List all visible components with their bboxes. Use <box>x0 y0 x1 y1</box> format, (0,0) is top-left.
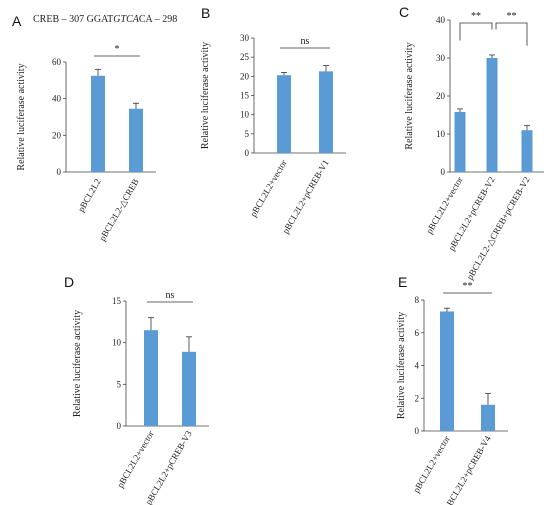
bar <box>182 351 196 426</box>
bar <box>481 404 495 431</box>
bar <box>454 111 466 172</box>
y-tick-label: 60 <box>52 57 62 67</box>
significance-label: ** <box>471 11 481 22</box>
y-tick-label: 8 <box>415 295 420 305</box>
bar <box>277 75 291 153</box>
bar <box>521 130 533 172</box>
y-tick-label: 30 <box>240 33 250 43</box>
category-label: pBCL2L2+vector <box>411 434 452 494</box>
bar <box>129 108 143 172</box>
y-tick-label: 10 <box>240 110 250 120</box>
bar <box>144 330 158 426</box>
panel-e: E 0 2 4 6 8 Relative luciferase activity pBCL2L… <box>396 274 508 505</box>
y-tick-label: 5 <box>245 129 250 139</box>
y-tick-label: 0 <box>441 167 446 177</box>
motif-motif-prefix: CREB <box>33 14 59 25</box>
category-label: pBCL2L2+vector <box>248 158 289 218</box>
y-tick-label: 10 <box>112 338 122 348</box>
bar <box>486 58 498 172</box>
y-tick-label: 0 <box>415 426 420 436</box>
category-label: pBCL2L2+vector <box>115 429 156 489</box>
panel-letter: D <box>64 274 74 290</box>
y-tick-label: 6 <box>415 328 420 338</box>
y-axis-label: Relative luciferase activity <box>404 42 415 149</box>
y-tick-label: 2 <box>415 393 420 403</box>
panel-d: D 0 5 10 15 Relative luciferase activity pBCL2… <box>64 274 209 505</box>
significance-label: ** <box>463 281 473 292</box>
panel-b: B 0 5 10 15 20 25 30 Relative luciferase activit… <box>200 5 346 235</box>
y-tick-label: 10 <box>436 129 446 139</box>
y-tick-label: 30 <box>436 53 446 63</box>
y-axis-label: Relative luciferase activity <box>200 42 211 149</box>
category-label: pBCL2L2+pCREB-V4 <box>442 434 493 505</box>
y-tick-label: 15 <box>240 91 250 101</box>
motif-motif-seq-post: CA <box>139 14 154 25</box>
significance-bracket <box>459 22 493 41</box>
panel-letter: C <box>399 4 409 20</box>
y-axis-label: Relative luciferase activity <box>16 63 27 170</box>
panel-c: C 0 10 20 30 40 Relative luciferase activity pB… <box>399 4 544 281</box>
category-label: pBCL2L2+pCREB-V1 <box>280 158 330 235</box>
category-label: pBCL2L2 <box>76 177 103 214</box>
y-tick-label: 15 <box>112 296 122 306</box>
bar <box>91 75 105 172</box>
y-tick-label: 4 <box>415 361 420 371</box>
y-tick-label: 40 <box>436 15 446 25</box>
y-tick-label: 20 <box>240 71 250 81</box>
panel-letter: A <box>12 13 22 29</box>
y-tick-label: 25 <box>240 52 250 62</box>
bar <box>440 311 454 431</box>
y-tick-label: 20 <box>52 130 62 140</box>
significance-label: ** <box>507 11 517 22</box>
y-tick-label: 5 <box>117 379 122 389</box>
motif-motif-seq-core: GTCA <box>113 14 139 25</box>
y-axis-label: Relative luciferase activity <box>396 312 407 419</box>
category-label: pBCL2L2-△CREB+pCREB-V2 <box>465 175 532 281</box>
motif-motif-coord-start: – 307 <box>61 14 85 25</box>
panel-letter: B <box>201 5 210 21</box>
y-tick-label: 20 <box>436 91 446 101</box>
significance-label: ns <box>166 290 175 301</box>
significance-label: ns <box>301 36 310 47</box>
motif-motif-coord-end: – 298 <box>154 14 178 25</box>
y-tick-label: 40 <box>52 94 62 104</box>
motif-sequence: CREB – 307 GGATGTCACA – 298 <box>33 14 177 25</box>
bar <box>319 71 333 153</box>
panel-a: A CREB – 307 GGATGTCACA – 298 0 20 40 60 Relat… <box>12 13 177 243</box>
significance-label: * <box>115 44 120 55</box>
y-tick-label: 0 <box>245 148 250 158</box>
motif-motif-seq-pre: GGAT <box>87 14 114 25</box>
y-tick-label: 0 <box>57 167 62 177</box>
y-tick-label: 0 <box>117 421 122 431</box>
category-label: pBCL2L2-△CREB <box>97 177 141 243</box>
y-axis-label: Relative luciferase activity <box>72 310 83 417</box>
significance-bracket <box>495 22 528 46</box>
panel-letter: E <box>398 274 407 290</box>
